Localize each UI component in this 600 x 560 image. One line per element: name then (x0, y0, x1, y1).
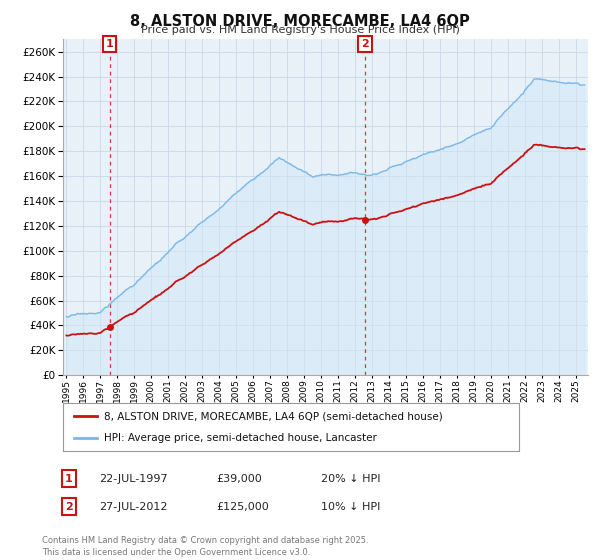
Text: 27-JUL-2012: 27-JUL-2012 (99, 502, 167, 512)
Text: 22-JUL-1997: 22-JUL-1997 (99, 474, 167, 484)
Text: 8, ALSTON DRIVE, MORECAMBE, LA4 6QP (semi-detached house): 8, ALSTON DRIVE, MORECAMBE, LA4 6QP (sem… (104, 411, 443, 421)
Text: 20% ↓ HPI: 20% ↓ HPI (321, 474, 380, 484)
Text: 10% ↓ HPI: 10% ↓ HPI (321, 502, 380, 512)
Text: 2: 2 (361, 39, 369, 49)
Text: 2: 2 (65, 502, 73, 512)
Text: HPI: Average price, semi-detached house, Lancaster: HPI: Average price, semi-detached house,… (104, 433, 377, 443)
Text: Price paid vs. HM Land Registry's House Price Index (HPI): Price paid vs. HM Land Registry's House … (140, 25, 460, 35)
Text: £125,000: £125,000 (216, 502, 269, 512)
Text: 8, ALSTON DRIVE, MORECAMBE, LA4 6QP: 8, ALSTON DRIVE, MORECAMBE, LA4 6QP (130, 14, 470, 29)
Text: £39,000: £39,000 (216, 474, 262, 484)
Text: Contains HM Land Registry data © Crown copyright and database right 2025.
This d: Contains HM Land Registry data © Crown c… (42, 536, 368, 557)
Text: 1: 1 (106, 39, 113, 49)
Text: 1: 1 (65, 474, 73, 484)
